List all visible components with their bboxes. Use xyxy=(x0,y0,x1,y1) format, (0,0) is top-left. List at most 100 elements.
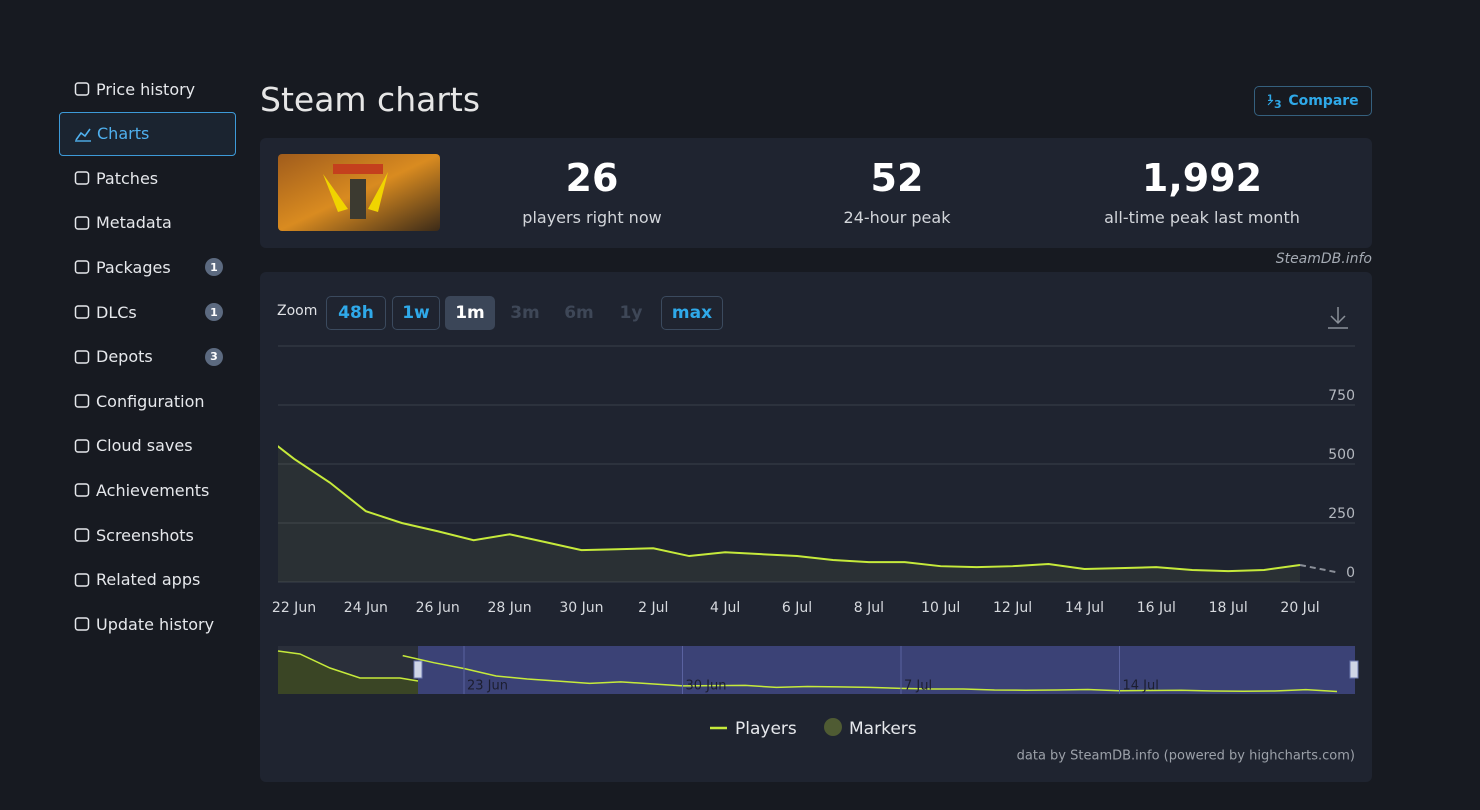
sidebar-item[interactable]: Update history xyxy=(59,602,236,646)
sidebar-icon xyxy=(74,483,90,498)
navigator-handle[interactable] xyxy=(1349,660,1359,679)
x-tick-label: 6 Jul xyxy=(782,600,812,616)
sidebar-label: Related apps xyxy=(96,570,201,590)
stat-label: all-time peak last month xyxy=(1104,208,1300,227)
sidebar-item[interactable]: DLCs 1 xyxy=(59,290,236,334)
zoom-label: Zoom xyxy=(277,303,318,319)
sidebar-icon xyxy=(74,216,90,230)
sidebar-item[interactable]: Packages 1 xyxy=(59,245,236,289)
x-tick-label: 18 Jul xyxy=(1209,600,1248,616)
sidebar-badge: 3 xyxy=(205,347,223,366)
navigator-label: 14 Jul xyxy=(1123,679,1159,694)
zoom-button[interactable]: 1w xyxy=(392,296,440,330)
y-tick-label: 250 xyxy=(1328,506,1355,522)
navigator-history-line xyxy=(277,650,419,682)
stat-label: players right now xyxy=(522,208,662,227)
stat-value: 26 xyxy=(565,156,619,200)
zoom-button[interactable]: max xyxy=(661,296,723,330)
x-tick-label: 12 Jul xyxy=(993,600,1032,616)
sidebar-label: Price history xyxy=(96,79,196,99)
navigator-line xyxy=(402,654,1338,693)
zoom-button: 6m xyxy=(564,303,594,323)
x-tick-label: 30 Jun xyxy=(559,600,603,616)
sidebar-label: Depots xyxy=(96,347,153,367)
stat-label: 24-hour peak xyxy=(843,208,951,227)
sidebar-label: Metadata xyxy=(96,213,172,233)
x-tick-label: 22 Jun xyxy=(272,600,316,616)
page-title: Steam charts xyxy=(260,80,481,119)
sidebar-item[interactable]: Related apps xyxy=(59,558,236,602)
x-tick-label: 10 Jul xyxy=(921,600,960,616)
series-line-incomplete xyxy=(1299,564,1337,574)
sidebar-label: DLCs xyxy=(96,302,137,322)
sidebar-item[interactable]: Configuration xyxy=(59,379,236,423)
svg-text:3: 3 xyxy=(1274,98,1282,110)
sidebar-icon xyxy=(74,349,90,364)
sidebar-label: Cloud saves xyxy=(96,436,193,456)
x-tick-label: 20 Jul xyxy=(1280,600,1319,616)
x-tick-label: 26 Jun xyxy=(416,600,460,616)
plot-area xyxy=(278,445,1337,582)
x-tick-label: 2 Jul xyxy=(638,600,668,616)
legend-label: Markers xyxy=(849,719,917,739)
zoom-button: 1y xyxy=(619,303,643,323)
navigator-selection[interactable] xyxy=(418,646,1355,694)
y-tick-label: 500 xyxy=(1328,447,1355,463)
sidebar-icon xyxy=(74,305,90,319)
y-tick-label: 0 xyxy=(1346,565,1355,581)
sidebar-label: Patches xyxy=(96,168,159,188)
stat-value: 52 xyxy=(870,156,924,200)
sidebar-label: Configuration xyxy=(96,391,205,411)
navigator-label: 30 Jun xyxy=(686,679,727,694)
sidebar-badge: 1 xyxy=(205,258,223,277)
sidebar-icon xyxy=(74,171,90,185)
chart-credit: data by SteamDB.info (powered by highcha… xyxy=(1017,749,1355,764)
sidebar-label: Packages xyxy=(96,257,171,277)
chart-card xyxy=(260,272,1372,782)
sidebar-label: Charts xyxy=(97,124,150,144)
sidebar-item[interactable]: Achievements xyxy=(59,468,236,512)
sidebar-item[interactable]: Depots 3 xyxy=(59,335,236,379)
stat-value: 1,992 xyxy=(1141,156,1263,200)
x-tick-label: 16 Jul xyxy=(1137,600,1176,616)
sidebar-item[interactable]: Screenshots xyxy=(59,513,236,557)
navigator-handle[interactable] xyxy=(413,660,423,679)
sidebar-item[interactable]: Charts xyxy=(59,111,236,156)
series-area xyxy=(278,446,1300,582)
zoom-button: 3m xyxy=(510,303,540,323)
sidebar-item[interactable]: Metadata xyxy=(59,201,236,245)
sidebar-item[interactable]: Price history xyxy=(59,67,236,111)
y-tick-label: 750 xyxy=(1328,388,1355,404)
zoom-button[interactable]: 1m xyxy=(445,296,495,330)
sidebar-icon xyxy=(74,394,90,408)
sidebar-label: Achievements xyxy=(96,480,210,500)
sidebar-icon xyxy=(74,617,90,631)
navigator-series xyxy=(402,654,1338,693)
sidebar-label: Update history xyxy=(96,614,215,634)
navigator-label: 7 Jul xyxy=(904,679,932,694)
sidebar-item[interactable]: Cloud saves xyxy=(59,424,236,468)
x-tick-label: 28 Jun xyxy=(488,600,532,616)
sidebar-icon xyxy=(74,528,90,542)
game-image xyxy=(278,154,440,231)
x-tick-label: 24 Jun xyxy=(344,600,388,616)
download-icon[interactable] xyxy=(1328,307,1348,329)
zoom-button[interactable]: 48h xyxy=(326,296,386,330)
sidebar-icon xyxy=(74,260,90,275)
navigator-label: 23 Jun xyxy=(467,679,508,694)
sidebar-icon xyxy=(74,572,90,587)
sidebar-icon xyxy=(74,82,90,96)
sidebar-icon xyxy=(74,439,90,453)
series-line xyxy=(278,445,1301,573)
stats-card xyxy=(260,138,1372,248)
x-tick-label: 4 Jul xyxy=(710,600,740,616)
x-tick-label: 14 Jul xyxy=(1065,600,1104,616)
x-tick-label: 8 Jul xyxy=(854,600,884,616)
sidebar-item[interactable]: Patches xyxy=(59,156,236,200)
compare-label: Compare xyxy=(1288,93,1359,109)
svg-text:1: 1 xyxy=(1267,94,1273,104)
sidebar-icon xyxy=(75,128,91,142)
